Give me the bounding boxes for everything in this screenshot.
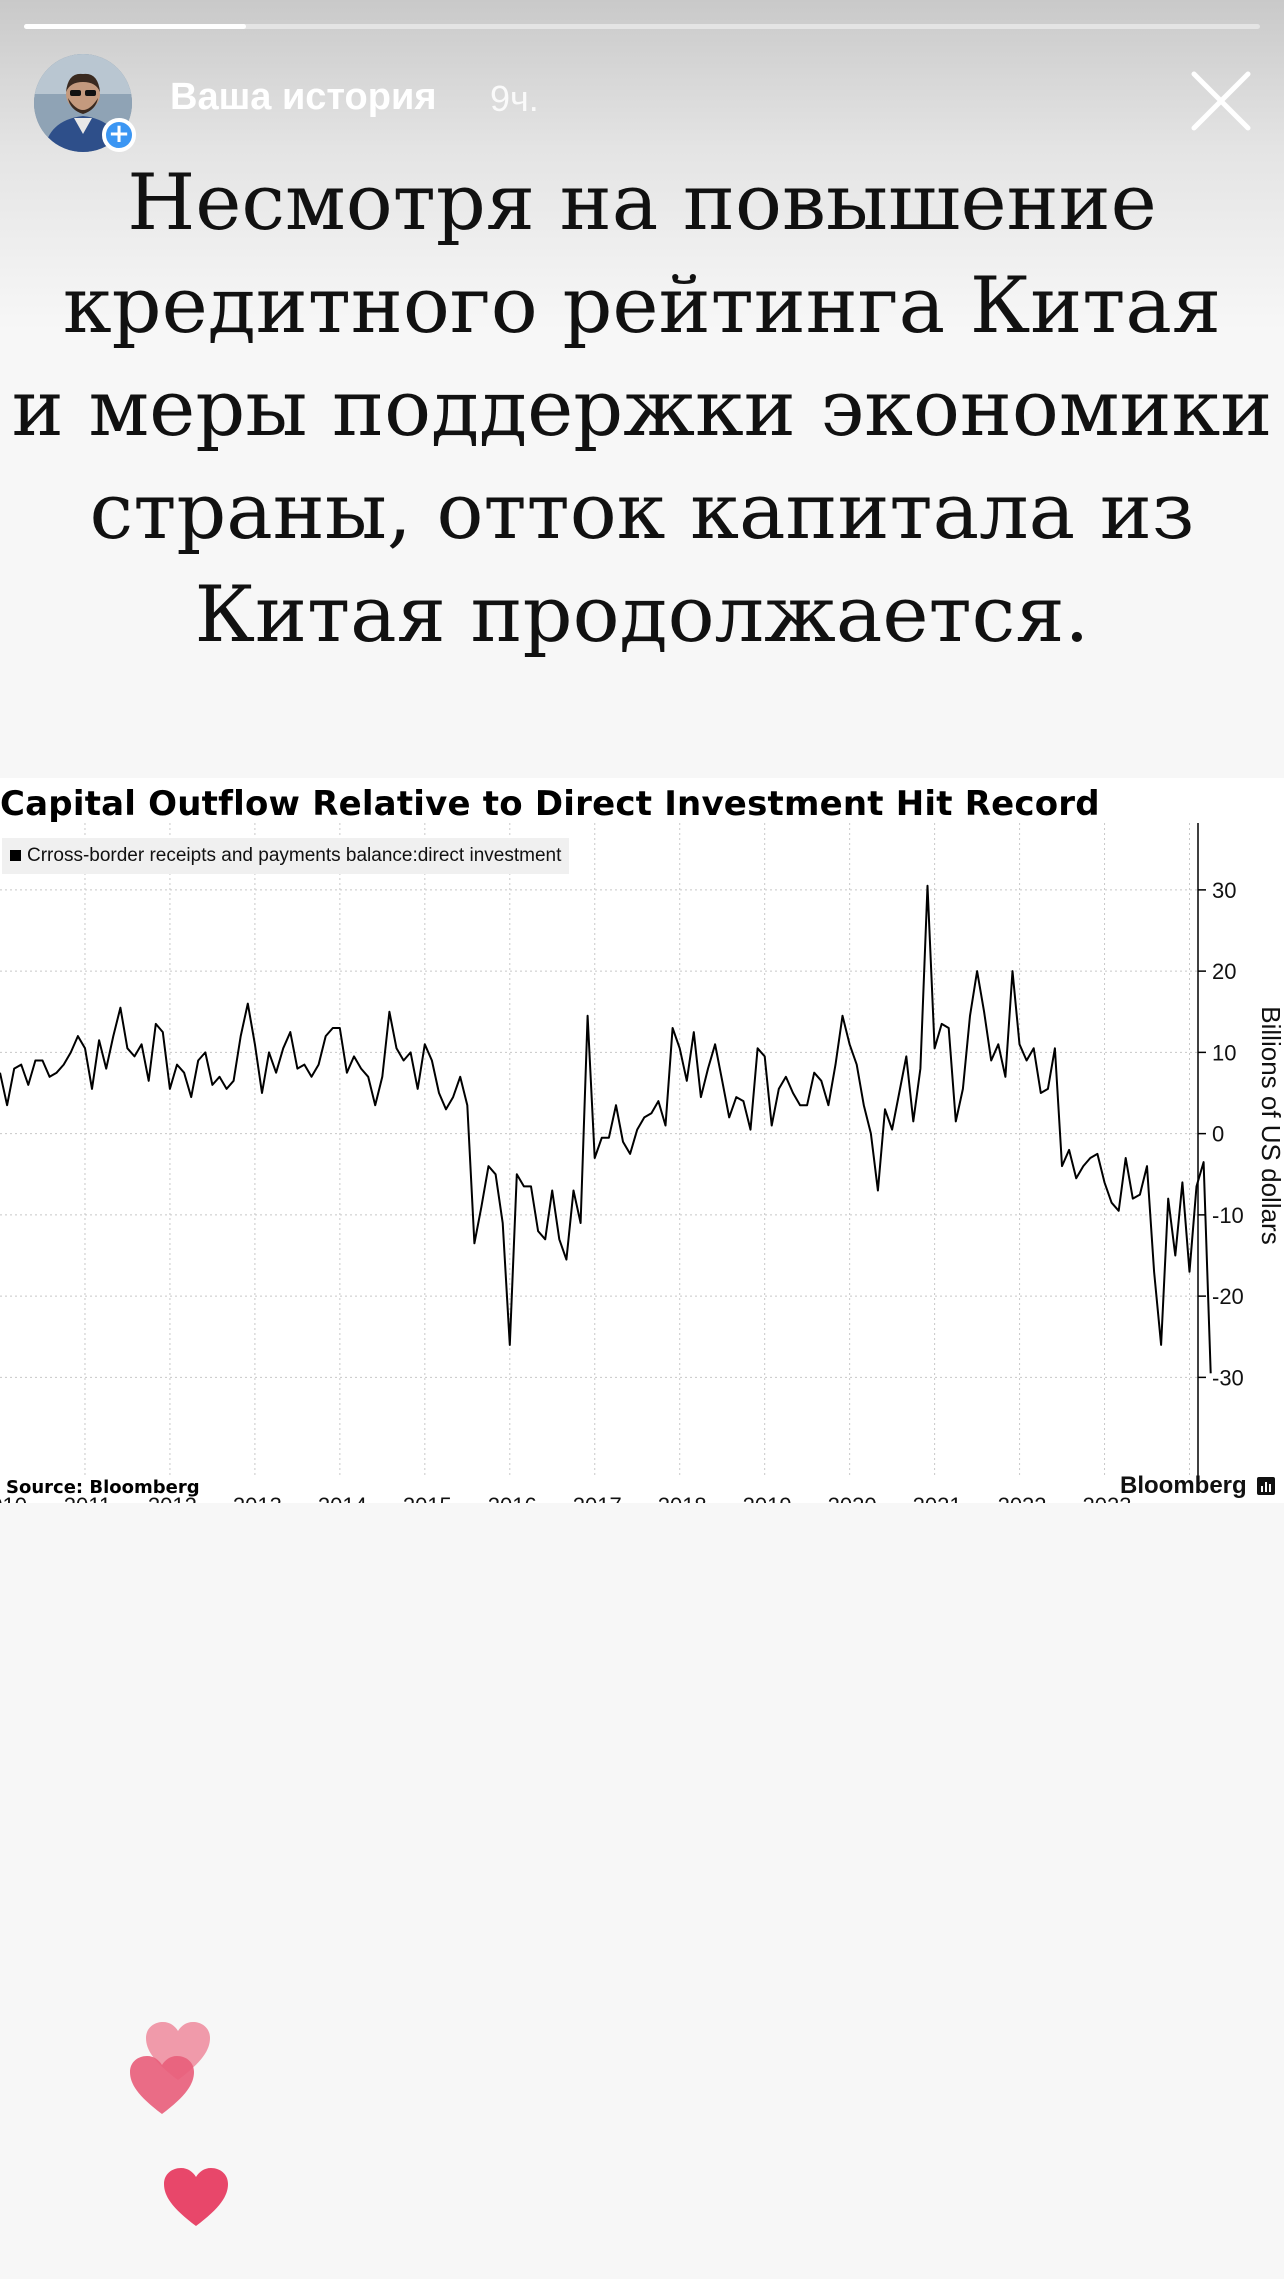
chart-source: Source: Bloomberg xyxy=(6,1477,200,1498)
headline-line: кредитного рейтинга Китая xyxy=(62,261,1222,351)
headline-line: Несмотря на повышение xyxy=(127,158,1157,248)
headline-line: и меры поддержки экономики xyxy=(11,364,1273,454)
x-tick-label: 2017 xyxy=(573,1493,622,1503)
chart-legend: Crross-border receipts and payments bala… xyxy=(2,838,570,874)
line-chart: 3020100-10-20-30201020112012201320142015… xyxy=(0,823,1284,1503)
chart-card xyxy=(0,778,1284,1503)
bloomberg-logo: Bloomberg xyxy=(1120,1472,1276,1500)
series-line xyxy=(0,884,1212,1374)
x-tick-label: 2013 xyxy=(233,1493,282,1503)
x-tick-label: 2020 xyxy=(828,1493,877,1503)
story-progress-bar xyxy=(24,24,1260,29)
heart-icon xyxy=(164,2168,228,2226)
chart-title: Capital Outflow Relative to Direct Inves… xyxy=(0,784,1100,824)
headline-line: Китая продолжается. xyxy=(194,570,1090,660)
x-tick-label: 2012 xyxy=(148,1493,197,1503)
x-tick-label: 2019 xyxy=(743,1493,792,1503)
heart-icon xyxy=(130,2056,194,2114)
chart-series xyxy=(0,884,1212,1374)
x-tick-label: 2014 xyxy=(318,1493,367,1503)
story-timestamp: 9ч. xyxy=(490,78,539,119)
y-tick-label: 0 xyxy=(1212,1122,1224,1147)
y-tick-label: -10 xyxy=(1212,1203,1244,1228)
x-tick-label: 2022 xyxy=(998,1493,1047,1503)
y-tick-label: 30 xyxy=(1212,878,1236,903)
y-axis-label: Billions of US dollars xyxy=(1256,1006,1284,1244)
top-gradient xyxy=(0,0,1284,330)
x-tick-label: 2016 xyxy=(488,1493,537,1503)
bloomberg-logo-icon xyxy=(1257,1477,1276,1495)
x-tick-label: 2018 xyxy=(658,1493,707,1503)
story-owner-name[interactable]: Ваша история xyxy=(170,76,437,118)
x-tick-label: 2011 xyxy=(64,1493,111,1503)
legend-swatch xyxy=(10,850,21,861)
bloomberg-wordmark: Bloomberg xyxy=(1120,1472,1247,1499)
y-tick-label: 20 xyxy=(1212,959,1236,984)
chart-axes: 3020100-10-20-30201020112012201320142015… xyxy=(0,823,1284,1503)
y-tick-label: -30 xyxy=(1212,1365,1244,1390)
x-tick-label: 2015 xyxy=(403,1493,452,1503)
y-tick-label: -20 xyxy=(1212,1284,1244,1309)
y-tick-label: 10 xyxy=(1212,1040,1236,1065)
x-tick-label: 2023 xyxy=(1083,1493,1132,1503)
close-icon[interactable] xyxy=(1190,70,1252,132)
headline-line: страны, отток капитала из xyxy=(89,467,1195,557)
story-headline: Несмотря на повышение кредитного рейтинг… xyxy=(0,152,1284,667)
legend-label: Crross-border receipts and payments bala… xyxy=(27,845,562,866)
x-tick-label: 2021 xyxy=(913,1493,962,1503)
chart-grid xyxy=(0,823,1198,1478)
add-icon[interactable]: + xyxy=(102,118,136,152)
story-progress-fill xyxy=(24,24,247,29)
